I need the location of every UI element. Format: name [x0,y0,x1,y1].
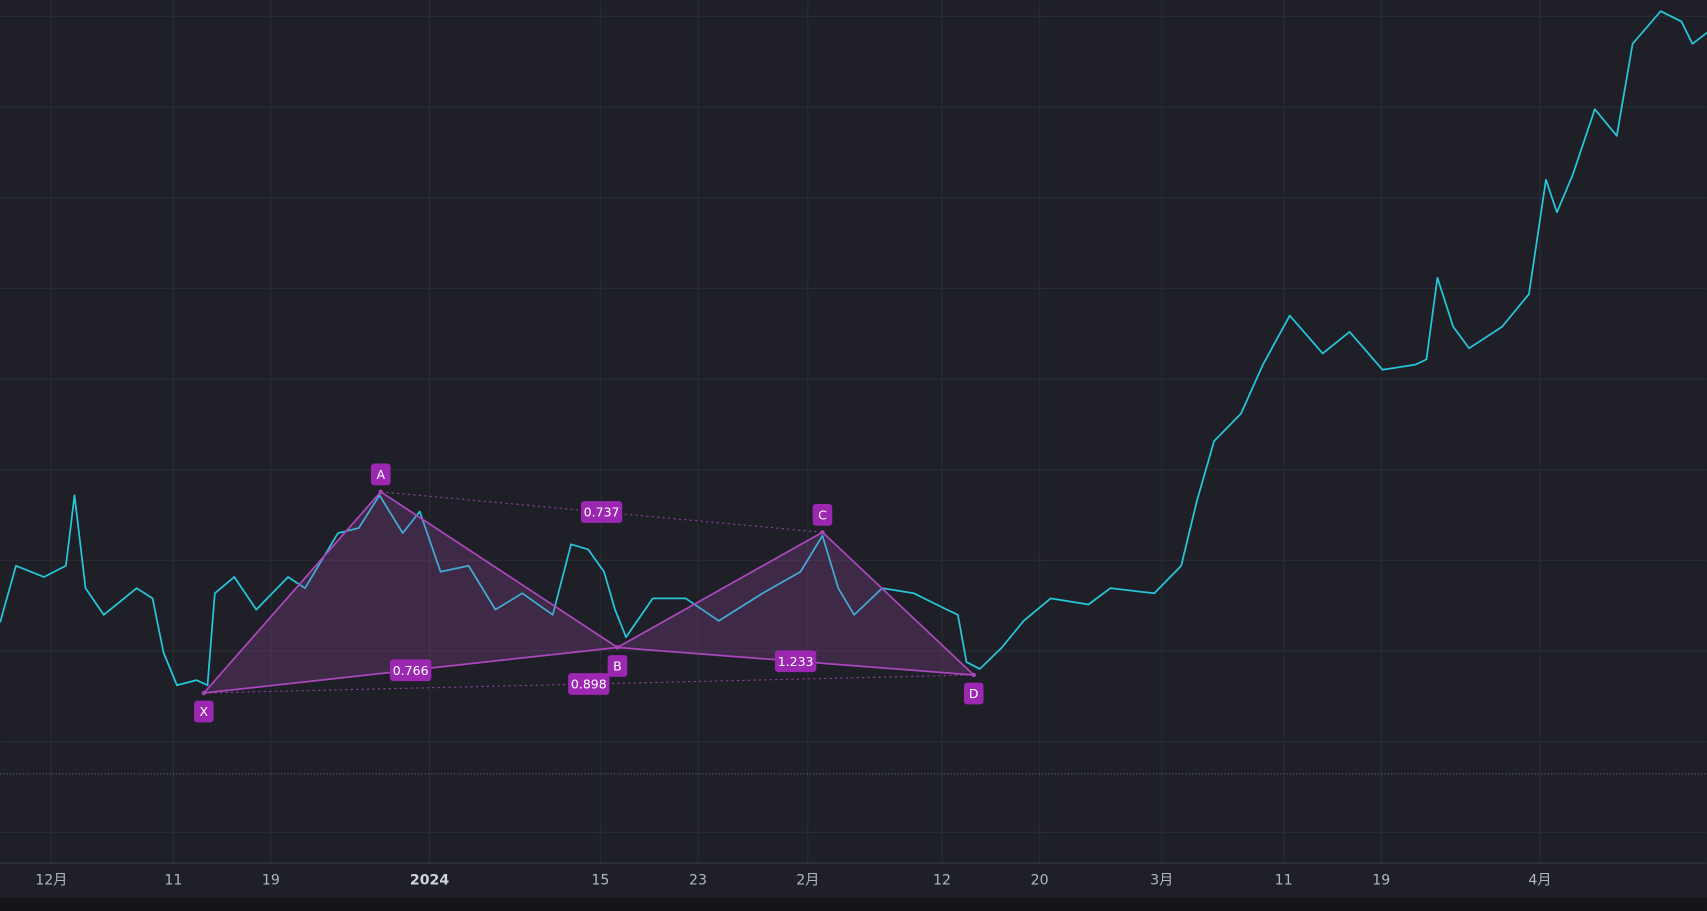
pattern-point-label: B [613,659,622,674]
pattern-point-label: C [818,507,827,522]
pattern-leg [617,531,823,649]
pattern-point-label-box [370,463,391,486]
pattern-point-label-box [812,503,833,526]
pattern-ratio-label-box [774,650,817,673]
x-tick-label: 12月 [35,873,67,889]
pattern-ratio-label: 0.766 [393,663,429,678]
pattern-ratio-label-box [568,673,610,695]
pattern-ratio-label: 0.898 [571,677,607,692]
pattern-point [378,489,383,495]
x-tick-label: 11 [164,873,182,889]
x-tick-label: 19 [1372,873,1390,889]
pattern-fill-xab [203,491,618,694]
x-tick-label: 3月 [1150,873,1173,889]
x-tick-label: 2月 [796,873,819,889]
x-tick-label: 2024 [410,873,449,889]
pattern-point-label: D [969,686,979,701]
bottom-toolbar [0,897,1707,911]
pattern-fill-bcd [617,532,974,675]
x-tick-label: 15 [591,873,609,889]
pattern-point-label-box [194,700,214,723]
pattern-leg [821,531,975,676]
pattern-point-label: X [200,704,209,719]
x-tick-label: 23 [689,873,707,889]
pattern-ratio-label: 1.233 [778,654,814,669]
pattern-ratio-label-box [389,659,432,682]
pattern-point-label-box [607,655,628,677]
pattern-leg [380,491,618,649]
pattern-point [820,530,825,535]
pattern-ratio-label: 0.737 [584,505,620,520]
pattern-point [615,645,620,650]
x-tick-label: 12 [933,873,951,889]
price-line-series [0,10,1707,687]
x-tick-label: 20 [1031,873,1049,889]
pattern-point [971,672,976,678]
pattern-point-label-box [963,682,984,705]
pattern-ratio-label-box [580,501,623,523]
pattern-point [201,690,207,696]
grid [0,0,1707,864]
x-tick-label: 19 [262,873,280,889]
x-tick-label: 11 [1275,873,1293,889]
x-tick-label: 4月 [1528,873,1551,889]
pattern-leg [203,491,382,694]
pattern-point-label: A [376,467,385,482]
